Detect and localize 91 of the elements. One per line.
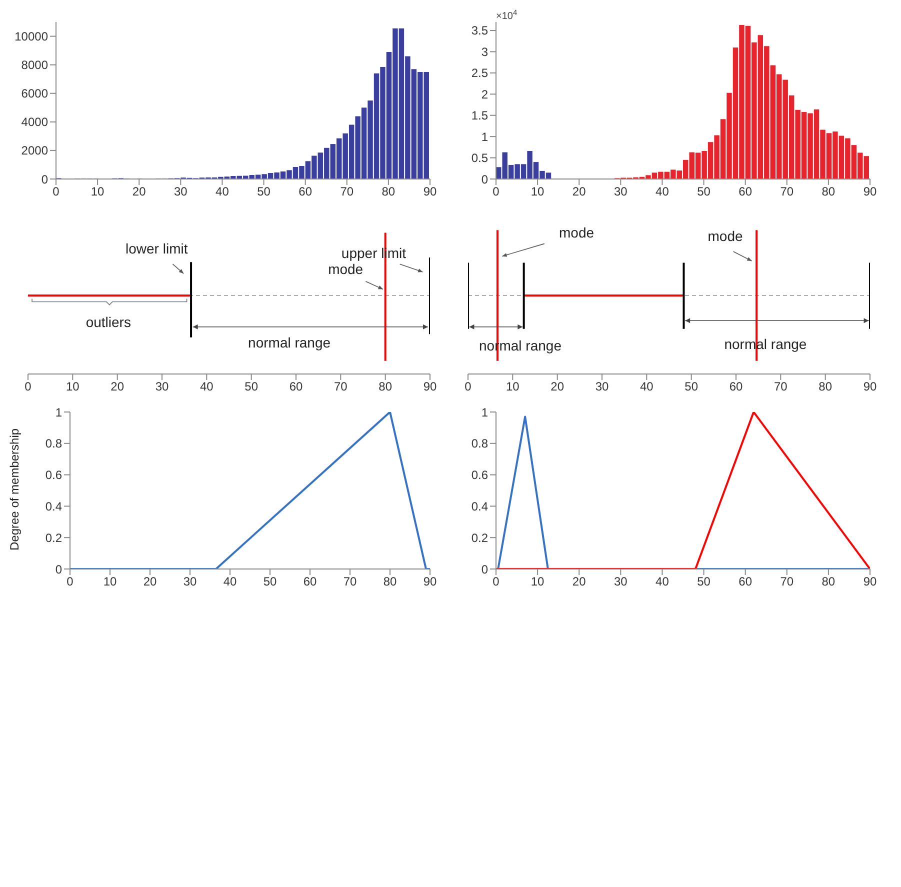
x-tick-label: 80: [822, 574, 836, 589]
annotation: outliers: [86, 314, 131, 330]
x-tick-label: 30: [174, 184, 188, 199]
annotation: normal range: [248, 334, 331, 351]
y-tick-label: 2000: [21, 144, 48, 158]
x-tick-label: 70: [774, 380, 788, 394]
y-tick-label: 2: [481, 87, 488, 102]
x-tick-label: 60: [738, 184, 752, 199]
y-tick-label: 3.5: [471, 24, 488, 38]
x-tick-label: 10: [530, 574, 545, 589]
y-tick-label: 6000: [21, 86, 48, 101]
annotation: mode: [328, 260, 364, 277]
x-tick-label: 30: [614, 184, 628, 199]
x-tick-label: 0: [492, 574, 500, 589]
x-tick-label: 50: [697, 574, 711, 589]
y-tick-label: 0: [481, 172, 488, 186]
y-tick-label: 1: [481, 405, 488, 420]
y-tick-label: 0.6: [471, 468, 488, 482]
x-tick-label: 70: [780, 574, 794, 589]
x-tick-label: 50: [697, 184, 711, 199]
y-tick-label: 0.6: [45, 468, 62, 482]
annotation: mode: [708, 228, 743, 244]
x-tick-label: 30: [183, 574, 197, 589]
x-tick-label: 20: [132, 184, 146, 199]
x-tick-label: 10: [506, 380, 520, 394]
x-tick-label: 0: [492, 184, 500, 199]
x-tick-label: 80: [383, 574, 397, 589]
x-tick-label: 40: [223, 574, 237, 589]
x-tick-label: 10: [103, 574, 117, 589]
x-tick-label: 40: [200, 380, 214, 394]
x-tick-label: 20: [572, 184, 586, 199]
y-axis-title: Degree of membership: [7, 428, 22, 550]
y-tick-label: 0.2: [45, 530, 62, 545]
text: ×10$^{4}$: [496, 8, 518, 22]
x-tick-label: 90: [863, 380, 877, 394]
x-tick-label: 90: [863, 574, 877, 589]
x-tick-label: 70: [340, 184, 354, 199]
y-tick-label: 0.8: [471, 436, 488, 451]
annotation: lower limit: [126, 240, 188, 256]
y-tick-label: 0.4: [471, 499, 488, 514]
x-tick-label: 90: [863, 184, 877, 199]
x-tick-label: 60: [298, 184, 312, 199]
y-tick-label: 0: [55, 562, 62, 576]
x-tick-label: 90: [423, 184, 437, 199]
x-tick-label: 80: [382, 184, 396, 199]
y-tick-label: 8000: [21, 58, 48, 72]
x-tick-label: 40: [656, 184, 670, 199]
y-tick-label: 1: [481, 130, 488, 144]
x-tick-label: 80: [822, 184, 836, 199]
x-tick-label: 40: [640, 380, 654, 394]
y-tick-label: 3: [481, 44, 488, 59]
x-tick-label: 70: [334, 380, 348, 394]
x-tick-label: 10: [90, 184, 105, 199]
x-tick-label: 30: [595, 380, 609, 394]
y-tick-label: 10000: [14, 30, 48, 44]
y-tick-label: 1: [55, 405, 62, 420]
x-tick-label: 20: [572, 574, 586, 589]
x-tick-label: 20: [143, 574, 157, 589]
y-tick-label: 0.5: [471, 151, 488, 166]
y-tick-label: 0.4: [45, 499, 62, 514]
y-tick-label: 2.5: [471, 66, 488, 80]
x-tick-label: 50: [684, 380, 698, 394]
x-tick-label: 80: [818, 380, 832, 394]
y-tick-label: 0.8: [45, 436, 62, 451]
x-tick-label: 40: [656, 574, 670, 589]
x-tick-label: 30: [155, 380, 169, 394]
x-tick-label: 10: [66, 380, 80, 394]
x-tick-label: 50: [257, 184, 271, 199]
x-tick-label: 60: [738, 574, 752, 589]
x-tick-label: 70: [780, 184, 794, 199]
annotation: mode: [559, 224, 594, 241]
x-tick-label: 50: [263, 574, 277, 589]
x-tick-label: 90: [423, 380, 437, 394]
y-tick-label: 0: [41, 172, 48, 186]
x-tick-label: 60: [303, 574, 317, 589]
x-tick-label: 60: [289, 380, 303, 394]
x-tick-label: 20: [550, 380, 564, 394]
x-tick-label: 20: [110, 380, 124, 394]
y-tick-label: 1.5: [471, 108, 488, 123]
x-tick-label: 50: [244, 380, 258, 394]
x-tick-label: 70: [343, 574, 357, 589]
x-tick-label: 10: [530, 184, 545, 199]
x-tick-label: 0: [66, 574, 74, 589]
y-tick-label: 0: [481, 562, 488, 576]
x-tick-label: 30: [614, 574, 628, 589]
x-tick-label: 60: [729, 380, 743, 394]
x-tick-label: 80: [378, 380, 392, 394]
y-tick-label: 4000: [21, 115, 48, 130]
x-tick-label: 90: [423, 574, 437, 589]
x-tick-label: 40: [216, 184, 230, 199]
y-tick-label: 0.2: [471, 530, 488, 545]
